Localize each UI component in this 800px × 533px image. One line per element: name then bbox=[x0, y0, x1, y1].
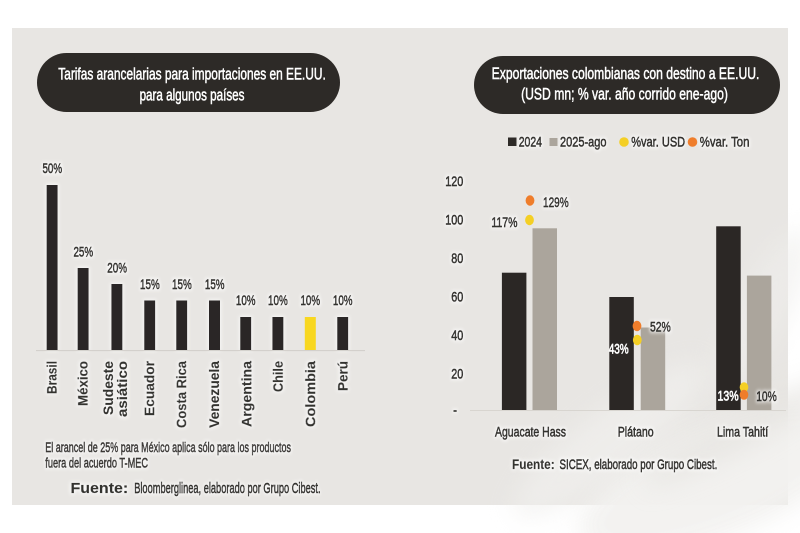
svg-text:%var. USD: %var. USD bbox=[631, 134, 685, 150]
svg-text:Tarifas arancelarias para impo: Tarifas arancelarias para importaciones … bbox=[58, 66, 326, 84]
svg-text:Brasil: Brasil bbox=[44, 361, 60, 394]
svg-text:-: - bbox=[453, 402, 457, 417]
svg-text:129%: 129% bbox=[543, 194, 569, 210]
svg-text:Argentina: Argentina bbox=[238, 361, 254, 427]
svg-text:40: 40 bbox=[451, 328, 463, 344]
svg-text:Colombia: Colombia bbox=[303, 361, 319, 427]
svg-text:20: 20 bbox=[451, 366, 463, 382]
svg-text:10%: 10% bbox=[333, 292, 353, 308]
svg-text:Exportaciones colombianas con: Exportaciones colombianas con destino a … bbox=[492, 66, 760, 84]
svg-text:para algunos países: para algunos países bbox=[140, 87, 245, 105]
svg-text:Perú: Perú bbox=[335, 361, 350, 391]
svg-text:10%: 10% bbox=[300, 292, 320, 308]
svg-text:60: 60 bbox=[451, 289, 463, 305]
svg-text:15%: 15% bbox=[140, 276, 160, 292]
svg-text:Fuente:: Fuente: bbox=[71, 480, 129, 496]
svg-text:20%: 20% bbox=[107, 260, 127, 276]
svg-text:52%: 52% bbox=[650, 319, 671, 335]
svg-text:15%: 15% bbox=[205, 276, 225, 292]
svg-text:10%: 10% bbox=[236, 292, 256, 308]
svg-text:Aguacate Hass: Aguacate Hass bbox=[495, 424, 566, 440]
svg-text:10%: 10% bbox=[756, 388, 777, 404]
svg-text:Plátano: Plátano bbox=[618, 424, 654, 440]
svg-text:2024: 2024 bbox=[519, 134, 542, 150]
svg-text:43%: 43% bbox=[609, 341, 629, 357]
svg-text:fuera del acuerdo T-MEC: fuera del acuerdo T-MEC bbox=[45, 454, 148, 471]
svg-text:SICEX, elaborado por Grupo Cib: SICEX, elaborado por Grupo Cibest. bbox=[560, 457, 718, 472]
svg-text:asiático: asiático bbox=[115, 361, 130, 417]
svg-text:50%: 50% bbox=[42, 160, 62, 176]
svg-text:25%: 25% bbox=[73, 244, 93, 260]
svg-text:Costa Rica: Costa Rica bbox=[174, 361, 190, 428]
svg-text:México: México bbox=[75, 361, 90, 406]
svg-text:100: 100 bbox=[445, 212, 463, 228]
svg-text:Chile: Chile bbox=[270, 361, 286, 392]
svg-text:El arancel de 25% para México: El arancel de 25% para México aplica sól… bbox=[45, 440, 291, 455]
svg-text:Lima Tahití: Lima Tahití bbox=[717, 424, 769, 440]
svg-text:2025-ago: 2025-ago bbox=[560, 134, 606, 150]
svg-text:(USD mn; % var. año corrido en: (USD mn; % var. año corrido ene-ago) bbox=[521, 86, 728, 104]
svg-text:120: 120 bbox=[445, 174, 463, 190]
svg-text:Venezuela: Venezuela bbox=[206, 361, 222, 428]
svg-text:15%: 15% bbox=[172, 276, 192, 292]
svg-text:117%: 117% bbox=[491, 215, 517, 231]
svg-text:Fuente:: Fuente: bbox=[512, 457, 555, 472]
svg-text:10%: 10% bbox=[268, 292, 288, 308]
svg-text:Sudeste: Sudeste bbox=[100, 361, 116, 415]
svg-text:%var. Ton: %var. Ton bbox=[700, 133, 750, 149]
svg-text:13%: 13% bbox=[718, 388, 739, 404]
svg-text:Bloomberglinea, elaborado por: Bloomberglinea, elaborado por Grupo Cibe… bbox=[134, 480, 320, 497]
svg-text:Ecuador: Ecuador bbox=[141, 360, 157, 416]
svg-text:80: 80 bbox=[451, 251, 463, 267]
